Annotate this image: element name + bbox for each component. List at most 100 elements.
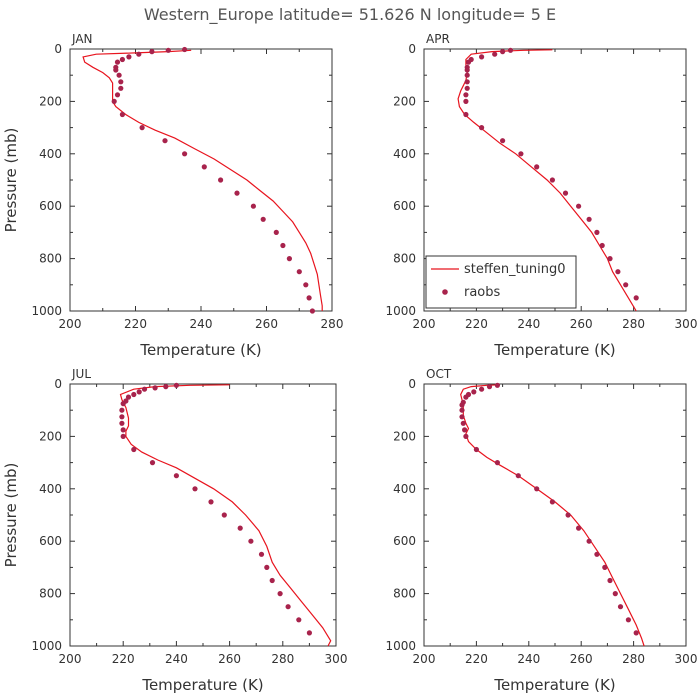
x-axis-label-jul: Temperature (K)	[141, 676, 263, 694]
x-tick-label: 220	[465, 652, 488, 666]
raobs-point	[464, 67, 470, 73]
raobs-point	[549, 499, 556, 505]
raobs-point	[607, 256, 613, 262]
x-tick-label: 240	[190, 317, 213, 331]
raobs-point	[612, 591, 618, 597]
x-tick-label: 200	[413, 652, 436, 666]
raobs-point	[515, 473, 521, 479]
raobs-point	[617, 604, 624, 610]
raobs-point	[479, 386, 485, 392]
y-tick-label: 800	[393, 587, 416, 601]
y-tick-label: 1000	[385, 304, 416, 318]
legend-marker-swatch	[442, 289, 448, 295]
x-tick-label: 280	[271, 652, 294, 666]
raobs-point	[119, 407, 125, 413]
y-tick-label: 600	[39, 534, 62, 548]
raobs-point	[111, 98, 117, 104]
raobs-point	[303, 282, 309, 288]
x-axis-label-oct: Temperature (K)	[493, 676, 615, 694]
legend-label-obs: raobs	[464, 285, 501, 300]
x-tick-label: 300	[675, 652, 698, 666]
panel-oct: OCT 200 220 240 260 280 300 0 200 400 600 800 1000 Te…	[385, 367, 697, 694]
raobs-point	[119, 111, 125, 118]
raobs-point	[633, 295, 639, 301]
raobs-point	[162, 138, 168, 144]
raobs-point	[182, 46, 188, 53]
x-tick-label: 300	[675, 317, 698, 331]
x-tick-label: 240	[165, 652, 188, 666]
raobs-point	[500, 138, 506, 144]
series-line-steffen_tuning0	[460, 384, 645, 647]
panel-jul: JUL 200 220 240 260 280 300 0 200 400 600 800 1000 Te…	[2, 367, 347, 694]
y-tick-label: 400	[39, 147, 62, 161]
raobs-point	[594, 229, 600, 235]
raobs-point	[131, 391, 137, 398]
raobs-point	[248, 538, 254, 544]
raobs-point	[615, 269, 621, 275]
raobs-point	[306, 295, 312, 301]
x-axis-label-jan: Temperature (K)	[139, 341, 261, 359]
raobs-point	[152, 385, 158, 391]
y-axis-label-jan: Pressure (mb)	[2, 128, 20, 233]
x-tick-label: 280	[622, 652, 645, 666]
raobs-point	[163, 384, 169, 390]
raobs-point	[149, 49, 155, 55]
raobs-point	[120, 433, 126, 439]
y-tick-label: 1000	[31, 639, 62, 653]
raobs-point	[201, 164, 207, 170]
raobs-point	[576, 203, 582, 209]
raobs-point	[309, 308, 315, 314]
raobs-point	[114, 59, 121, 65]
raobs-point	[464, 79, 470, 85]
raobs-point	[119, 420, 125, 426]
x-tick-label: 260	[570, 317, 593, 331]
raobs-point	[494, 460, 500, 466]
panel-jan: JAN 200 220 240 260 280 0 200 400 600 800 1000 Tempe…	[2, 32, 343, 359]
x-tick-label: 300	[325, 652, 348, 666]
y-tick-label: 600	[393, 534, 416, 548]
legend-box	[425, 255, 577, 309]
raobs-point	[120, 427, 126, 433]
raobs-point	[182, 151, 188, 157]
raobs-point	[586, 538, 592, 544]
y-tick-label: 800	[393, 252, 416, 266]
raobs-point	[459, 414, 465, 420]
raobs-point	[221, 512, 227, 518]
raobs-point	[285, 604, 291, 610]
y-axis-label-jul: Pressure (mb)	[2, 463, 20, 568]
raobs-point	[534, 164, 540, 170]
raobs-point	[114, 92, 121, 98]
y-tick-label: 800	[39, 587, 62, 601]
raobs-point	[118, 85, 124, 91]
raobs-point	[459, 407, 465, 413]
raobs-point	[119, 414, 125, 420]
raobs-point	[141, 386, 148, 392]
legend-label-model: steffen_tuning0	[464, 262, 566, 277]
x-tick-label: 200	[413, 317, 436, 331]
raobs-point	[479, 125, 485, 131]
raobs-point	[149, 460, 156, 466]
y-tick-label: 200	[39, 429, 62, 443]
raobs-point	[218, 177, 224, 183]
raobs-point	[594, 551, 600, 557]
raobs-point	[264, 564, 270, 571]
y-tick-label: 200	[393, 94, 416, 108]
raobs-point	[192, 486, 198, 492]
raobs-point	[471, 389, 477, 395]
raobs-point	[534, 486, 540, 492]
y-tick-label: 200	[39, 94, 62, 108]
raobs-point	[486, 384, 493, 390]
panel-label-jan: JAN	[71, 32, 93, 46]
raobs-point	[234, 190, 240, 196]
raobs-point	[286, 256, 292, 262]
raobs-point	[296, 269, 302, 275]
raobs-point	[120, 401, 126, 407]
x-tick-label: 240	[517, 317, 540, 331]
raobs-point	[173, 382, 179, 388]
x-tick-label: 260	[570, 652, 593, 666]
raobs-point	[464, 72, 470, 78]
x-tick-label: 280	[321, 317, 344, 331]
